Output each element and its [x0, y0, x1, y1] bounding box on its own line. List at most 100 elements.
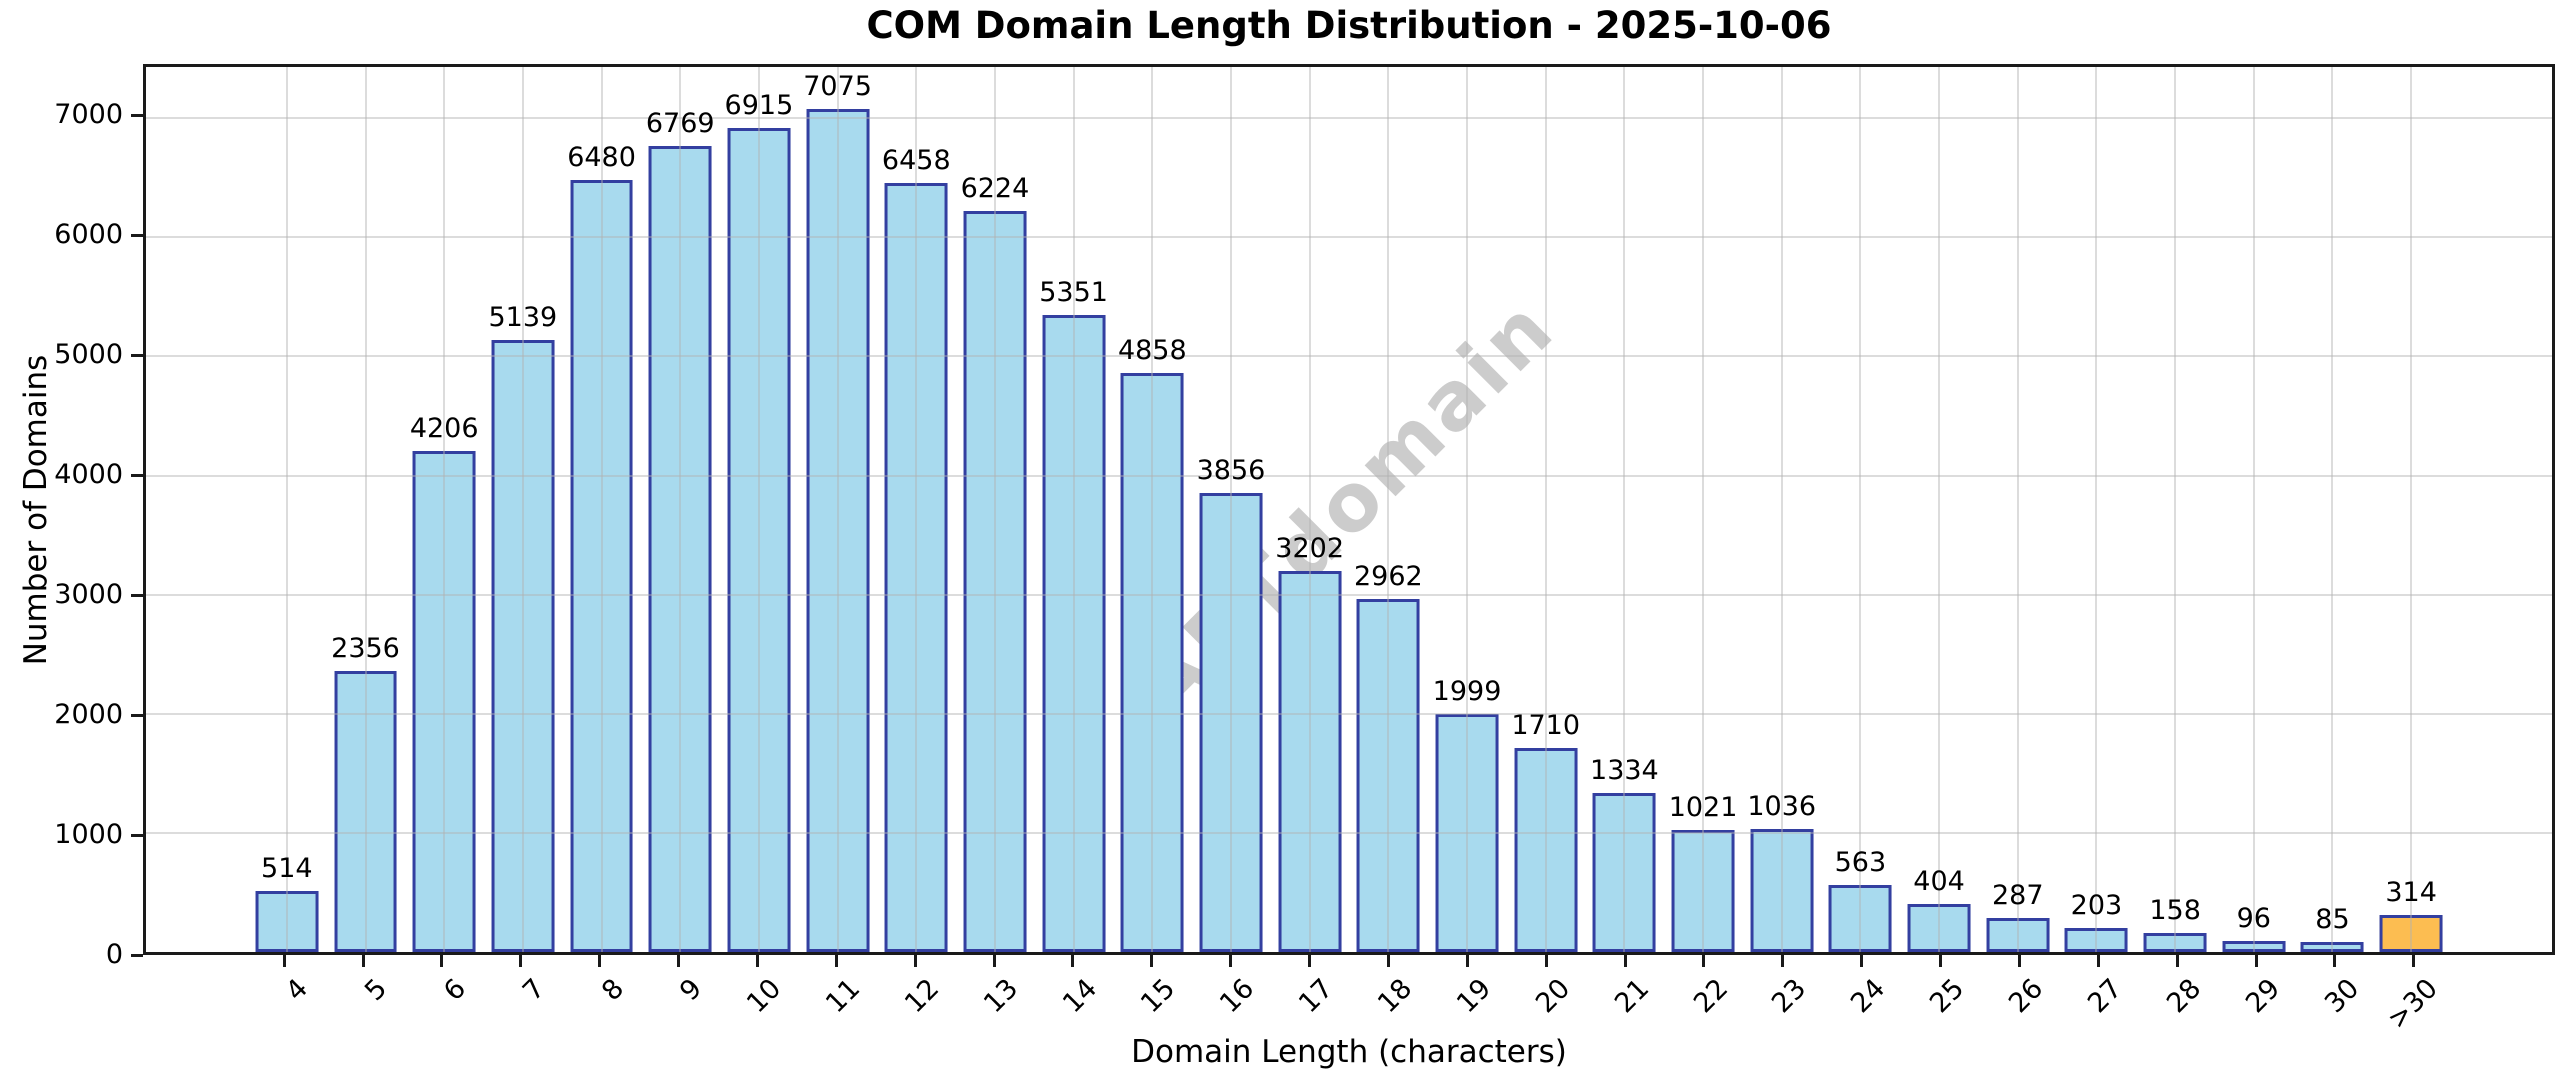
bar-7: [491, 339, 555, 952]
bar-10: [727, 128, 791, 952]
y-tick-mark-5000: [131, 353, 143, 357]
y-tick-label-7000: 7000: [54, 99, 123, 131]
x-tick-label-10: 10: [741, 973, 788, 1020]
x-tick-label-29: 29: [2239, 973, 2286, 1020]
bar-value-label-20: 1710: [1511, 710, 1581, 742]
x-tick-label-17: 17: [1293, 973, 1340, 1020]
x-tick-mark-16: [1229, 955, 1233, 967]
bar-12: [884, 182, 948, 952]
x-tick-mark-21: [1623, 955, 1627, 967]
x-tick-mark-28: [2175, 955, 2179, 967]
x-tick-label-30: 30: [2318, 973, 2365, 1020]
x-tick-mark-6: [440, 955, 444, 967]
bar-27: [2064, 927, 2128, 952]
x-tick-label-6: 6: [437, 973, 472, 1008]
bar-value-label-15: 4858: [1117, 335, 1187, 367]
y-tick-mark-6000: [131, 233, 143, 237]
x-tick-label-22: 22: [1687, 973, 1734, 1020]
x-tick-mark-23: [1781, 955, 1785, 967]
x-tick-label-11: 11: [820, 973, 867, 1020]
x-tick-label-7: 7: [516, 973, 551, 1008]
bar-value-label-27: 203: [2070, 889, 2123, 921]
bar-8: [570, 180, 634, 952]
y-tick-label-0: 0: [105, 939, 123, 970]
bar-25: [1907, 903, 1971, 952]
x-tick-mark-12: [913, 955, 917, 967]
x-tick-mark-24: [1860, 955, 1864, 967]
x-tick-mark-10: [755, 955, 759, 967]
bar-value-label-9: 6769: [645, 107, 715, 139]
x-tick-mark-9: [677, 955, 681, 967]
x-tick-label-9: 9: [674, 973, 709, 1008]
x-tick-mark-26: [2017, 955, 2021, 967]
y-tick-mark-2000: [131, 713, 143, 717]
x-tick-mark-15: [1150, 955, 1154, 967]
x-axis-label: Domain Length (characters): [1131, 1034, 1567, 1070]
x-tick-mark-7: [519, 955, 523, 967]
x-tick-label-21: 21: [1608, 973, 1655, 1020]
bar-22: [1671, 830, 1735, 952]
bar-value-label-28: 158: [2149, 895, 2201, 927]
x-tick-label-28: 28: [2160, 973, 2208, 1020]
chart-title: COM Domain Length Distribution - 2025-10…: [866, 4, 1832, 47]
bar-value-label-17: 3202: [1275, 532, 1345, 564]
bar-value-label-7: 5139: [488, 301, 558, 333]
bar-5: [334, 671, 397, 952]
bar-labels-layer: 514 2356 4206 5139 6480 6769 6915 7075 6458 6224 5…: [146, 67, 2552, 952]
x-tick-label-20: 20: [1529, 973, 1577, 1020]
x-tick-mark-30: [2333, 955, 2337, 967]
x-tick-label-4: 4: [280, 973, 315, 1008]
bar-value-label-4: 514: [261, 852, 313, 884]
bar-18: [1356, 599, 1420, 952]
bar-value-label->30: 314: [2385, 876, 2437, 908]
x-tick-mark-27: [2096, 955, 2100, 967]
bar-28: [2143, 933, 2207, 952]
bar-19: [1435, 713, 1499, 952]
bar-6: [412, 450, 476, 952]
x-tick-mark-17: [1308, 955, 1312, 967]
bar-value-label-14: 5351: [1039, 276, 1108, 308]
bar-23: [1750, 828, 1814, 952]
bar-value-label-8: 6480: [567, 142, 636, 174]
x-tick-mark-8: [598, 955, 602, 967]
bar-value-label-16: 3856: [1196, 454, 1266, 486]
x-tick-label-16: 16: [1214, 973, 1261, 1020]
x-tick-mark-22: [1702, 955, 1706, 967]
bar-13: [963, 210, 1027, 952]
x-tick-label-12: 12: [898, 973, 946, 1020]
x-tick-mark-4: [282, 955, 286, 967]
bar-value-label-21: 1334: [1590, 755, 1659, 787]
x-tick-label-25: 25: [1924, 973, 1971, 1020]
x-tick-mark-25: [1939, 955, 1943, 967]
x-tick-mark->30: [2412, 955, 2416, 967]
x-tick-label-15: 15: [1135, 973, 1182, 1020]
bar-17: [1278, 570, 1342, 952]
bar-value-label-12: 6458: [881, 144, 951, 176]
bars-layer: [146, 67, 2552, 952]
bar-11: [806, 109, 870, 952]
y-tick-label-3000: 3000: [54, 579, 123, 611]
bar-value-label-5: 2356: [331, 633, 400, 665]
x-tick-label-14: 14: [1056, 973, 1103, 1020]
x-tick-label-18: 18: [1372, 973, 1419, 1020]
y-tick-mark-3000: [131, 593, 143, 597]
x-tick-mark-29: [2254, 955, 2258, 967]
bar-value-label-26: 287: [1991, 879, 2044, 911]
bar-4: [255, 890, 319, 952]
y-tick-mark-1000: [131, 833, 143, 837]
y-tick-label-6000: 6000: [54, 219, 123, 251]
x-tick-label-24: 24: [1845, 973, 1892, 1020]
bar-value-label-24: 563: [1834, 846, 1887, 878]
x-tick-mark-18: [1386, 955, 1390, 967]
bar-value-label-6: 4206: [409, 412, 479, 444]
bar-value-label-25: 404: [1913, 865, 1965, 897]
bar-value-label-22: 1021: [1668, 792, 1738, 824]
x-tick-label-19: 19: [1451, 973, 1498, 1020]
x-tick-mark-5: [361, 955, 365, 967]
bar-29: [2222, 940, 2286, 952]
bar-14: [1042, 314, 1106, 952]
y-tick-mark-7000: [131, 113, 143, 117]
plot-area: ABTdomain 514 2356 4206 5139 6480 6769 6915 707…: [143, 64, 2555, 955]
bar-16: [1199, 492, 1263, 952]
